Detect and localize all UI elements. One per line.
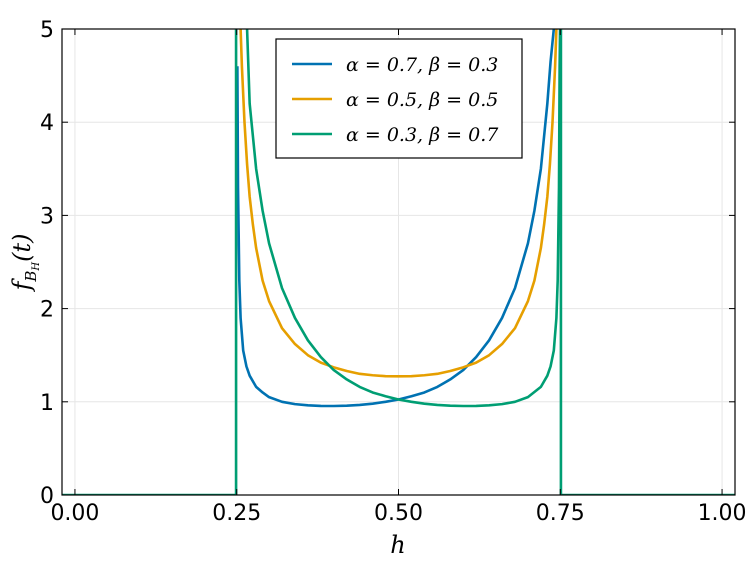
y-axis-label-suffix: (t) — [8, 233, 36, 261]
y-tick-label: 0 — [40, 484, 54, 509]
y-tick-label: 4 — [40, 111, 54, 136]
y-tick-label: 2 — [40, 298, 54, 323]
y-tick-label: 1 — [40, 391, 54, 416]
y-axis-label: fBH(t) — [8, 233, 42, 292]
y-axis-label-subsubscript: H — [31, 262, 42, 272]
series-line — [62, 29, 735, 495]
x-tick-label: 0.50 — [374, 501, 423, 526]
series-line — [236, 29, 556, 408]
legend-label: α = 0.3, β = 0.7 — [346, 124, 499, 146]
y-tick-label: 3 — [40, 204, 54, 229]
x-tick-label: 1.00 — [698, 501, 747, 526]
tick-labels: 0.00 0.25 0.50 0.75 1.00 0 1 2 3 4 5 — [40, 18, 747, 526]
legend: α = 0.7, β = 0.3 α = 0.5, β = 0.5 α = 0.3,… — [275, 38, 523, 159]
legend-label: α = 0.7, β = 0.3 — [346, 54, 498, 76]
y-axis-label-subscript: B — [22, 271, 40, 283]
legend-label: α = 0.5, β = 0.5 — [346, 89, 498, 111]
x-axis-label: h — [390, 531, 405, 559]
x-tick-label: 0.75 — [536, 501, 585, 526]
ticks — [62, 28, 735, 496]
x-tick-label: 0.25 — [212, 501, 261, 526]
series-layer — [62, 29, 735, 495]
x-tick-label: 0.00 — [50, 501, 99, 526]
y-tick-label: 5 — [40, 18, 54, 43]
series-line — [239, 29, 558, 378]
